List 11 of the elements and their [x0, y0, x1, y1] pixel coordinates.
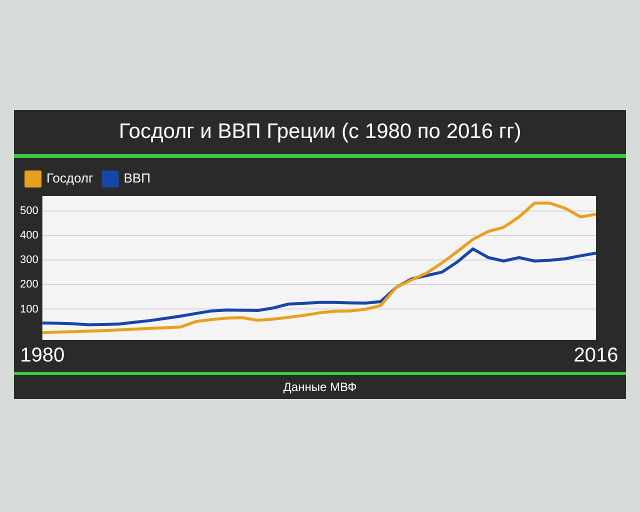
y-tick-label: 500 — [20, 204, 38, 217]
x-tick-label: 2016 — [574, 344, 618, 367]
text: Данные МВФ — [14, 372, 626, 399]
y-tick-label: 100 — [20, 303, 38, 316]
y-tick-label: 200 — [20, 278, 38, 291]
legend-label: ВВП — [124, 170, 150, 186]
chart-title: Госдолг и ВВП Греции (с 1980 по 2016 гг) — [14, 110, 626, 158]
legend-label: Госдолг — [46, 170, 94, 186]
y-tick-label: 400 — [20, 229, 38, 242]
y-tick-label: 300 — [20, 254, 38, 266]
x-tick-label: 1980 — [20, 344, 65, 367]
